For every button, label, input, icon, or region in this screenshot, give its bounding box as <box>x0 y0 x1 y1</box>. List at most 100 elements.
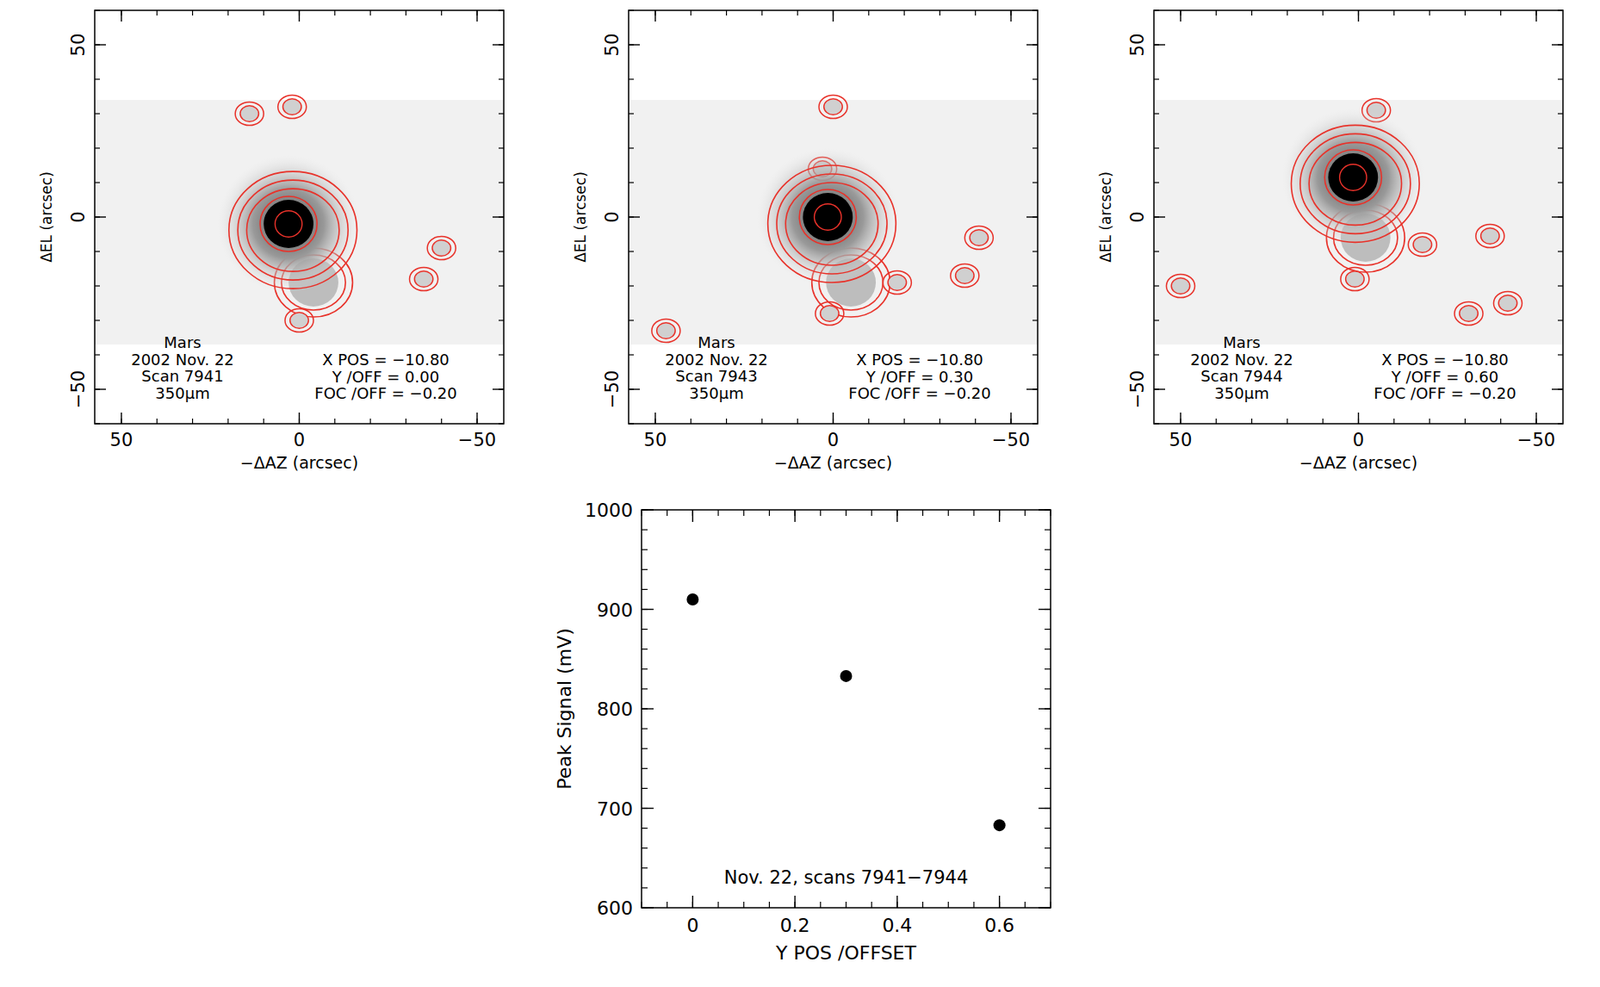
minor-tick <box>1286 418 1288 424</box>
annotation: Mars <box>163 333 201 352</box>
minor-tick <box>761 10 763 16</box>
minor-tick <box>1251 10 1253 16</box>
lobe-contour <box>1345 271 1365 287</box>
axis-title: ΔEL (arcsec) <box>37 171 56 263</box>
tick-label: −50 <box>1127 370 1148 409</box>
annotation: FOC /OFF = −0.20 <box>314 384 457 403</box>
minor-tick <box>628 181 634 183</box>
minor-tick <box>498 78 504 80</box>
minor-tick <box>1044 569 1051 571</box>
minor-tick <box>94 319 100 321</box>
minor-tick <box>641 768 648 769</box>
annotation: Mars <box>697 333 735 352</box>
minor-tick <box>1557 353 1563 355</box>
lobe-fill <box>824 99 843 115</box>
plot-area <box>628 94 1038 345</box>
tick <box>1551 216 1563 218</box>
tick <box>628 388 640 390</box>
minor-tick <box>939 10 941 16</box>
lobe-contour <box>1165 273 1195 298</box>
tick <box>476 10 478 22</box>
minor-tick <box>156 418 158 424</box>
tick <box>896 895 898 908</box>
frame <box>1153 10 1563 424</box>
minor-tick <box>1049 509 1051 516</box>
map-panel: 500−50−50050−ΔAZ (arcsec)ΔEL (arcsec)Mar… <box>37 10 504 472</box>
minor-tick <box>227 418 229 424</box>
minor-tick <box>498 319 504 321</box>
tick-label: 50 <box>601 33 623 57</box>
annotation: Scan 7943 <box>675 366 757 385</box>
tick <box>692 895 694 908</box>
minor-tick <box>1557 319 1563 321</box>
minor-tick <box>868 418 869 424</box>
minor-tick <box>94 147 100 149</box>
tick <box>1038 707 1051 709</box>
minor-tick <box>1032 250 1038 252</box>
tick <box>692 509 694 522</box>
minor-tick <box>641 668 648 670</box>
minor-tick <box>1032 422 1038 424</box>
minor-tick <box>904 10 906 16</box>
tick <box>1038 608 1051 610</box>
minor-tick <box>641 528 648 530</box>
tick <box>1153 388 1166 390</box>
minor-tick <box>641 886 648 888</box>
lobe <box>427 235 456 260</box>
annotation: FOC /OFF = −0.20 <box>848 384 991 403</box>
tick <box>628 216 640 218</box>
source-contour <box>776 173 887 274</box>
lobe-contour <box>409 266 439 291</box>
annotation: Scan 7944 <box>1200 366 1283 385</box>
tick-label: 50 <box>68 33 89 57</box>
minor-tick <box>1044 648 1051 650</box>
source-contour <box>274 210 302 237</box>
minor-tick <box>797 418 799 424</box>
minor-tick <box>94 181 100 183</box>
tick-label: 50 <box>644 429 668 451</box>
minor-tick <box>641 648 648 650</box>
minor-tick <box>1044 847 1051 849</box>
source-core <box>263 199 314 249</box>
minor-tick <box>1032 181 1038 183</box>
minor-tick <box>1032 78 1038 80</box>
minor-tick <box>871 509 873 516</box>
minor-tick <box>743 509 745 516</box>
tick-label: 0 <box>68 210 89 223</box>
source-contour <box>260 196 317 252</box>
tick-label: 0 <box>1127 210 1148 223</box>
tick-label: −50 <box>992 429 1030 451</box>
tick <box>492 216 504 218</box>
minor-tick <box>690 10 692 16</box>
tick <box>1038 807 1051 809</box>
minor-tick <box>1500 10 1501 16</box>
source-contour <box>1308 142 1402 225</box>
tick-label: 50 <box>1169 429 1193 451</box>
tick <box>832 412 834 424</box>
minor-tick <box>405 418 407 424</box>
source-contour <box>768 165 897 283</box>
lobe <box>964 225 993 249</box>
lobe-contour <box>283 99 302 115</box>
minor-tick <box>628 147 634 149</box>
tick-label: 0 <box>601 210 623 223</box>
minor-tick <box>641 549 648 551</box>
lobe-fill <box>240 105 259 122</box>
tick-label: −50 <box>1517 429 1556 451</box>
tick-label: −50 <box>68 370 89 409</box>
minor-tick <box>94 78 100 80</box>
minor-tick <box>725 10 727 16</box>
map-panel: 500−50−50050−ΔAZ (arcsec)ΔEL (arcsec)Mar… <box>1097 10 1563 472</box>
minor-tick <box>1153 112 1160 114</box>
minor-tick <box>1286 10 1288 16</box>
minor-tick <box>1153 250 1160 252</box>
lobe-fill <box>1172 278 1191 294</box>
minor-tick <box>405 10 407 16</box>
minor-tick <box>1500 418 1501 424</box>
minor-tick <box>227 10 229 16</box>
lobe <box>235 101 264 125</box>
annotation: Y /OFF = 0.00 <box>331 367 440 386</box>
plot-area <box>94 94 504 345</box>
minor-tick <box>1044 727 1051 729</box>
tick-label: −50 <box>601 370 623 409</box>
